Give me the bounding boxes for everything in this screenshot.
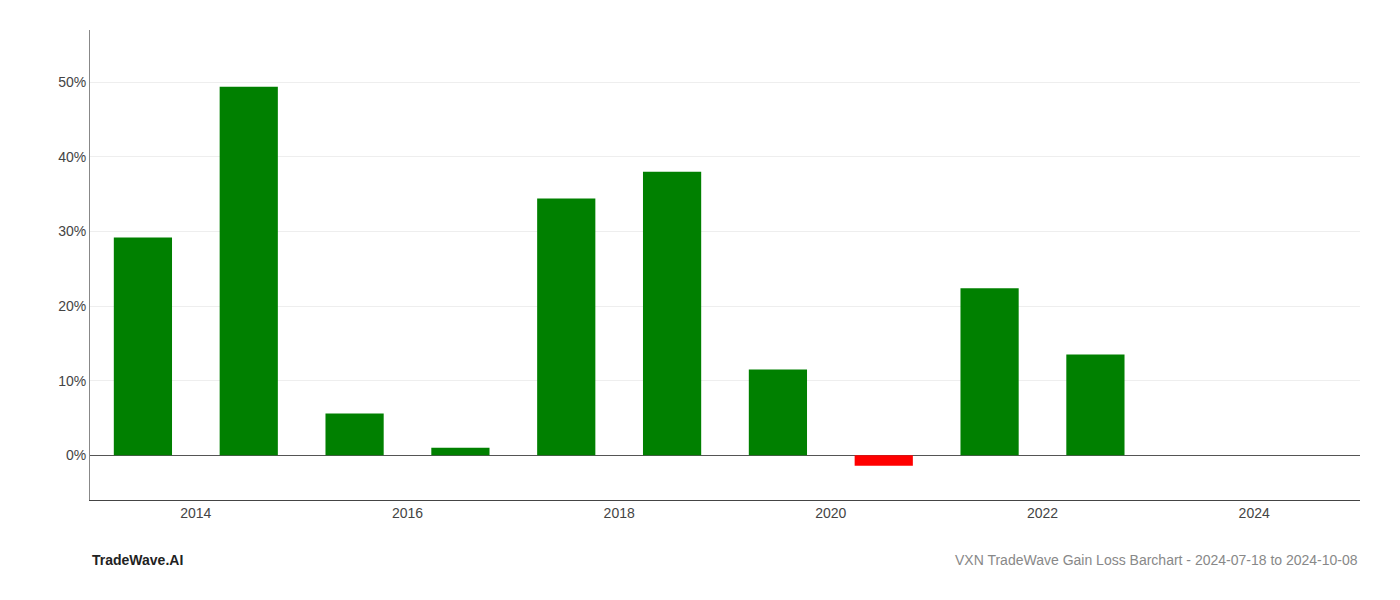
svg-text:10%: 10% [58,373,86,389]
svg-text:30%: 30% [58,223,86,239]
svg-text:TradeWave.AI: TradeWave.AI [92,552,183,568]
svg-text:0%: 0% [66,447,86,463]
svg-text:2014: 2014 [180,505,211,521]
svg-text:VXN TradeWave Gain Loss Barcha: VXN TradeWave Gain Loss Barchart - 2024-… [955,552,1358,568]
svg-text:20%: 20% [58,298,86,314]
svg-text:40%: 40% [58,149,86,165]
svg-text:2016: 2016 [392,505,423,521]
svg-text:50%: 50% [58,74,86,90]
svg-text:2022: 2022 [1027,505,1058,521]
svg-text:2018: 2018 [604,505,635,521]
svg-text:2024: 2024 [1239,505,1270,521]
svg-text:2020: 2020 [815,505,846,521]
